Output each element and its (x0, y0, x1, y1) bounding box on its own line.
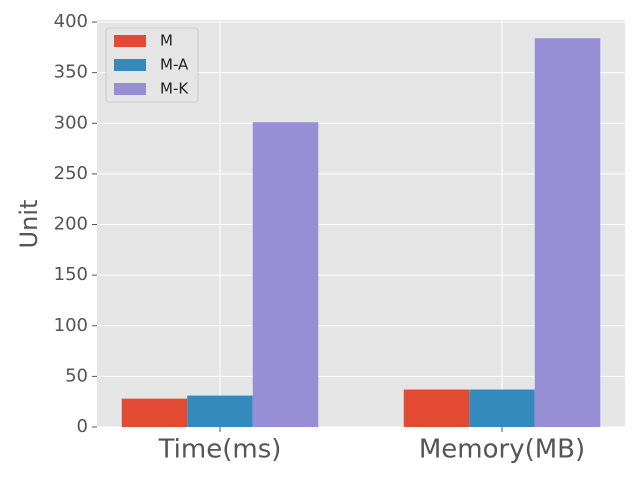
bar (469, 389, 535, 427)
y-tick-label: 200 (54, 214, 88, 235)
y-tick-label: 150 (54, 264, 88, 285)
x-tick-label: Memory(MB) (419, 435, 585, 465)
legend-label: M-A (160, 56, 189, 74)
x-tick-label: Time(ms) (158, 435, 282, 465)
bar (403, 389, 470, 427)
y-tick-label: 0 (77, 416, 88, 437)
y-tick-label: 250 (54, 163, 88, 184)
y-tick-label: 350 (54, 62, 88, 83)
legend-swatch (114, 83, 146, 95)
bar (121, 398, 188, 427)
y-axis-label: Unit (15, 200, 43, 249)
legend-label: M-K (160, 80, 189, 98)
legend-label: M (160, 32, 173, 50)
y-tick-label: 50 (65, 365, 88, 386)
y-tick-label: 100 (54, 315, 88, 336)
legend-swatch (114, 35, 146, 47)
y-tick-label: 300 (54, 112, 88, 133)
bar (252, 122, 319, 427)
bar (534, 38, 601, 428)
y-tick-label: 400 (54, 11, 88, 32)
legend-swatch (114, 59, 146, 71)
bar (187, 395, 253, 427)
